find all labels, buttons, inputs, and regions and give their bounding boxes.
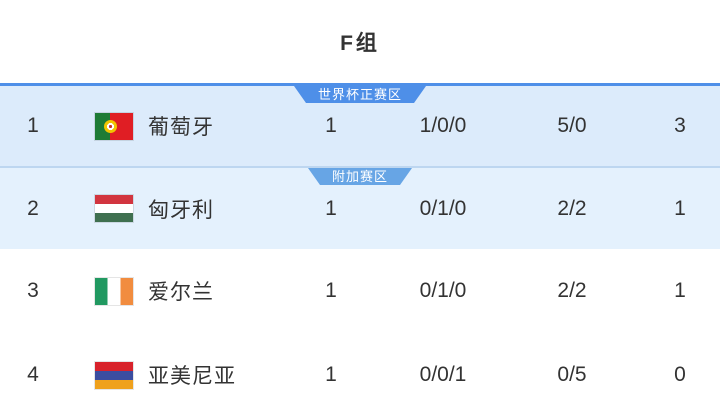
table-row[interactable]: 4 亚美尼亚 1 0/0/1 0/5 0	[0, 333, 720, 417]
worldcup-zone-badge: 世界杯正赛区	[294, 86, 426, 103]
ireland-flag-icon	[95, 277, 133, 305]
goals-for-against: 0/5	[557, 363, 587, 386]
rank: 1	[27, 114, 39, 137]
matches-played: 1	[325, 363, 337, 386]
points: 0	[674, 363, 686, 386]
team-name: 匈牙利	[148, 198, 214, 222]
win-draw-loss: 1/0/0	[419, 114, 467, 137]
portugal-flag-icon	[95, 112, 133, 140]
rank: 2	[27, 196, 39, 220]
goals-for-against: 5/0	[557, 114, 587, 137]
team-name: 爱尔兰	[148, 281, 214, 304]
matches-played: 1	[325, 114, 337, 137]
table-row[interactable]: 附加赛区 2 匈牙利 1 0/1/0 2/2 1	[0, 166, 720, 249]
team-name: 亚美尼亚	[148, 365, 236, 388]
playoff-zone-badge: 附加赛区	[308, 168, 412, 185]
portugal-emblem-icon	[104, 119, 117, 133]
table-row[interactable]: 世界杯正赛区 1 葡萄牙 1 1/0/0 5/0 3	[0, 83, 720, 166]
points: 3	[674, 114, 686, 137]
win-draw-loss: 0/1/0	[419, 196, 467, 220]
points: 1	[674, 196, 686, 220]
win-draw-loss: 0/0/1	[419, 363, 467, 386]
points: 1	[674, 279, 686, 302]
table-row[interactable]: 3 爱尔兰 1 0/1/0 2/2 1	[0, 249, 720, 333]
team-name: 葡萄牙	[148, 116, 214, 139]
armenia-flag-icon	[95, 361, 133, 389]
goals-for-against: 2/2	[557, 279, 587, 302]
group-title: F组	[340, 31, 380, 55]
matches-played: 1	[325, 196, 337, 220]
hungary-flag-icon	[95, 195, 133, 222]
win-draw-loss: 0/1/0	[419, 279, 467, 302]
group-header: F组	[0, 0, 720, 83]
matches-played: 1	[325, 279, 337, 302]
rank: 3	[27, 279, 39, 302]
rank: 4	[27, 363, 39, 386]
goals-for-against: 2/2	[557, 196, 587, 220]
